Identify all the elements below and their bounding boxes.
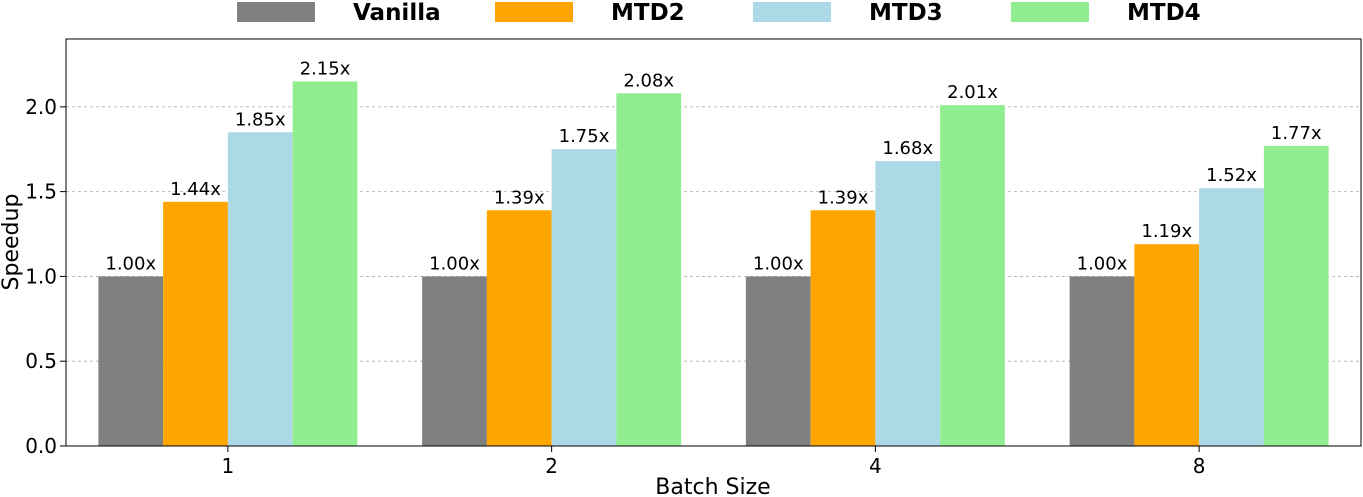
bars bbox=[98, 81, 1329, 447]
bar-vanilla-8 bbox=[1069, 276, 1135, 446]
bar-mtd3-1 bbox=[227, 132, 293, 447]
bar-mtd3-2 bbox=[551, 149, 617, 446]
data-label: 1.39x bbox=[494, 187, 545, 208]
y-axis: 0.0 0.5 1.0 1.5 2.0 bbox=[25, 95, 66, 458]
legend-label-vanilla: Vanilla bbox=[353, 0, 441, 26]
bar-mtd3-4 bbox=[875, 161, 941, 446]
legend-label-mtd2: MTD2 bbox=[611, 0, 685, 26]
data-label: 1.00x bbox=[753, 253, 804, 274]
bar-mtd4-4 bbox=[940, 105, 1005, 446]
x-tick-label: 8 bbox=[1193, 454, 1206, 478]
bar-mtd3-8 bbox=[1199, 188, 1264, 446]
y-tick-label: 2.0 bbox=[25, 95, 57, 119]
y-tick-label: 0.5 bbox=[25, 349, 57, 373]
bar-mtd4-8 bbox=[1263, 145, 1329, 446]
data-labels: 1.00x 1.44x 1.85x 2.15x 1.00x 1.39x 1.75x 2.08x… bbox=[105, 58, 1322, 274]
data-label: 1.52x bbox=[1206, 165, 1257, 186]
bar-vanilla-2 bbox=[422, 276, 487, 446]
data-label: 1.19x bbox=[1141, 221, 1192, 242]
x-tick-label: 4 bbox=[869, 454, 882, 478]
bar-mtd2-2 bbox=[486, 210, 552, 446]
x-axis-label: Batch Size bbox=[655, 475, 770, 497]
legend-swatch-mtd4 bbox=[1011, 2, 1089, 22]
bar-vanilla-1 bbox=[98, 276, 164, 446]
data-label: 1.00x bbox=[1077, 253, 1128, 274]
x-tick-label: 1 bbox=[222, 454, 235, 478]
bar-mtd2-8 bbox=[1134, 244, 1200, 446]
y-axis-label: Speedup bbox=[0, 194, 24, 291]
bar-mtd4-2 bbox=[616, 93, 682, 447]
data-label: 1.68x bbox=[882, 138, 933, 159]
legend-swatch-mtd3 bbox=[753, 2, 831, 22]
data-label: 1.75x bbox=[559, 126, 610, 147]
data-label: 1.39x bbox=[818, 187, 869, 208]
legend-label-mtd4: MTD4 bbox=[1127, 0, 1201, 26]
data-label: 1.00x bbox=[105, 253, 156, 274]
x-axis: 1 2 4 8 bbox=[222, 446, 1206, 478]
data-label: 1.85x bbox=[235, 109, 286, 130]
data-label: 1.77x bbox=[1271, 123, 1322, 144]
data-label: 1.00x bbox=[429, 253, 480, 274]
bar-vanilla-4 bbox=[745, 276, 811, 446]
bar-mtd4-1 bbox=[292, 81, 358, 446]
legend-label-mtd3: MTD3 bbox=[869, 0, 943, 26]
y-tick-label: 1.5 bbox=[25, 180, 57, 204]
y-tick-label: 1.0 bbox=[25, 264, 57, 288]
x-tick-label: 2 bbox=[545, 454, 558, 478]
legend-swatch-vanilla bbox=[237, 2, 315, 22]
plot-frame bbox=[65, 38, 1362, 447]
bar-mtd2-4 bbox=[810, 210, 876, 446]
data-label: 2.08x bbox=[623, 70, 674, 91]
data-label: 1.44x bbox=[170, 179, 221, 200]
data-label: 2.01x bbox=[947, 82, 998, 103]
bar-mtd2-1 bbox=[163, 201, 228, 446]
y-tick-label: 0.0 bbox=[25, 434, 57, 458]
legend: Vanilla MTD2 MTD3 MTD4 bbox=[237, 0, 1201, 26]
data-label: 2.15x bbox=[300, 58, 351, 79]
legend-swatch-mtd2 bbox=[495, 2, 573, 22]
